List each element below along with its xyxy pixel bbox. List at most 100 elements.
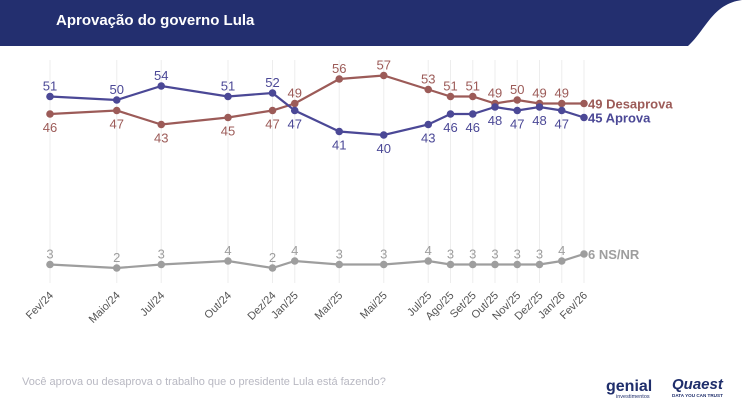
data-point xyxy=(46,110,54,118)
data-point xyxy=(379,260,388,269)
data-label: 40 xyxy=(377,141,391,156)
series-line xyxy=(49,84,585,137)
x-tick-label: Mai/25 xyxy=(358,290,390,322)
data-point xyxy=(424,257,433,265)
genial-logo-subtitle: investimentos xyxy=(616,394,650,400)
data-point xyxy=(112,106,121,115)
data-point xyxy=(224,257,232,265)
x-tick-label: Jul/24 xyxy=(138,290,167,319)
data-label: 51 xyxy=(443,79,457,94)
data-point xyxy=(513,106,522,115)
data-point xyxy=(157,82,166,90)
series-end-label: 49 Desaprova xyxy=(588,97,673,112)
data-point xyxy=(424,120,433,129)
data-point xyxy=(446,260,455,269)
data-point xyxy=(379,71,388,80)
data-label: 49 xyxy=(555,86,569,101)
data-label: 47 xyxy=(265,117,279,132)
data-point xyxy=(446,110,455,118)
data-label: 56 xyxy=(332,61,346,76)
data-point xyxy=(468,260,477,269)
data-point xyxy=(268,106,277,115)
data-label: 4 xyxy=(425,243,432,258)
data-point xyxy=(557,106,566,115)
data-point xyxy=(557,257,566,265)
data-label: 2 xyxy=(113,250,120,265)
data-point xyxy=(335,260,344,269)
data-label: 3 xyxy=(447,247,454,262)
data-label: 47 xyxy=(110,117,124,132)
data-label: 3 xyxy=(380,247,387,262)
data-label: 3 xyxy=(46,247,53,262)
data-point xyxy=(335,127,344,136)
data-label: 48 xyxy=(532,113,546,128)
quaest-logo-subtitle: DATA YOU CAN TRUST xyxy=(672,393,723,398)
data-point xyxy=(424,85,433,94)
data-label: 47 xyxy=(288,117,302,132)
header-bar: Aprovação do governo Lula xyxy=(0,0,742,46)
data-label: 4 xyxy=(291,243,298,258)
series-end-label: 45 Aprova xyxy=(588,111,651,126)
quaest-logo-text: Quaest xyxy=(672,376,724,393)
data-label: 3 xyxy=(514,247,521,262)
data-label: 50 xyxy=(110,82,124,97)
data-label: 49 xyxy=(488,86,502,101)
x-tick-label: Maio/24 xyxy=(87,290,123,326)
data-point xyxy=(535,103,544,111)
data-label: 3 xyxy=(491,247,498,262)
data-label: 4 xyxy=(224,243,231,258)
genial-logo-text: genial xyxy=(606,378,652,395)
x-tick-label: Fev/24 xyxy=(24,290,56,322)
data-label: 49 xyxy=(288,86,302,101)
data-label: 49 xyxy=(532,86,546,101)
data-point xyxy=(491,103,499,111)
series-line xyxy=(49,74,584,126)
data-label: 50 xyxy=(510,82,524,97)
x-tick-label: Mar/25 xyxy=(313,290,346,323)
header-background xyxy=(0,0,742,46)
data-label: 47 xyxy=(510,117,524,132)
data-label: 48 xyxy=(488,113,502,128)
data-point xyxy=(580,99,588,108)
data-label: 54 xyxy=(154,68,168,83)
data-label: 52 xyxy=(265,75,279,90)
data-point xyxy=(224,92,232,101)
data-point xyxy=(535,260,544,269)
data-point xyxy=(157,120,166,129)
data-point xyxy=(224,113,232,122)
data-label: 46 xyxy=(43,120,57,135)
chart-title: Aprovação do governo Lula xyxy=(56,12,255,29)
data-point xyxy=(468,110,477,118)
data-label: 3 xyxy=(336,247,343,262)
data-label: 3 xyxy=(536,247,543,262)
data-label: 51 xyxy=(221,79,235,94)
data-point xyxy=(379,131,388,139)
data-point xyxy=(557,99,566,108)
data-point xyxy=(268,89,277,97)
data-point xyxy=(491,260,499,269)
data-point xyxy=(290,106,299,115)
data-label: 41 xyxy=(332,138,346,153)
data-point xyxy=(468,92,477,101)
data-point xyxy=(157,260,166,269)
data-point xyxy=(513,260,522,269)
data-point xyxy=(112,96,121,104)
data-point xyxy=(112,264,121,272)
series-line xyxy=(49,252,585,270)
data-point xyxy=(580,113,588,122)
data-label: 43 xyxy=(154,131,168,146)
genial-logo: genial investimentos xyxy=(606,378,652,400)
data-label: 3 xyxy=(158,247,165,262)
data-label: 2 xyxy=(269,250,276,265)
survey-question: Você aprova ou desaprova o trabalho que … xyxy=(22,376,386,388)
data-point xyxy=(46,92,54,101)
data-point xyxy=(446,92,455,101)
data-label: 46 xyxy=(443,120,457,135)
data-label: 45 xyxy=(221,124,235,139)
data-label: 47 xyxy=(555,117,569,132)
data-label: 3 xyxy=(469,247,476,262)
series-end-label: 6 NS/NR xyxy=(588,247,640,262)
data-point xyxy=(290,99,299,108)
data-point xyxy=(290,257,299,265)
